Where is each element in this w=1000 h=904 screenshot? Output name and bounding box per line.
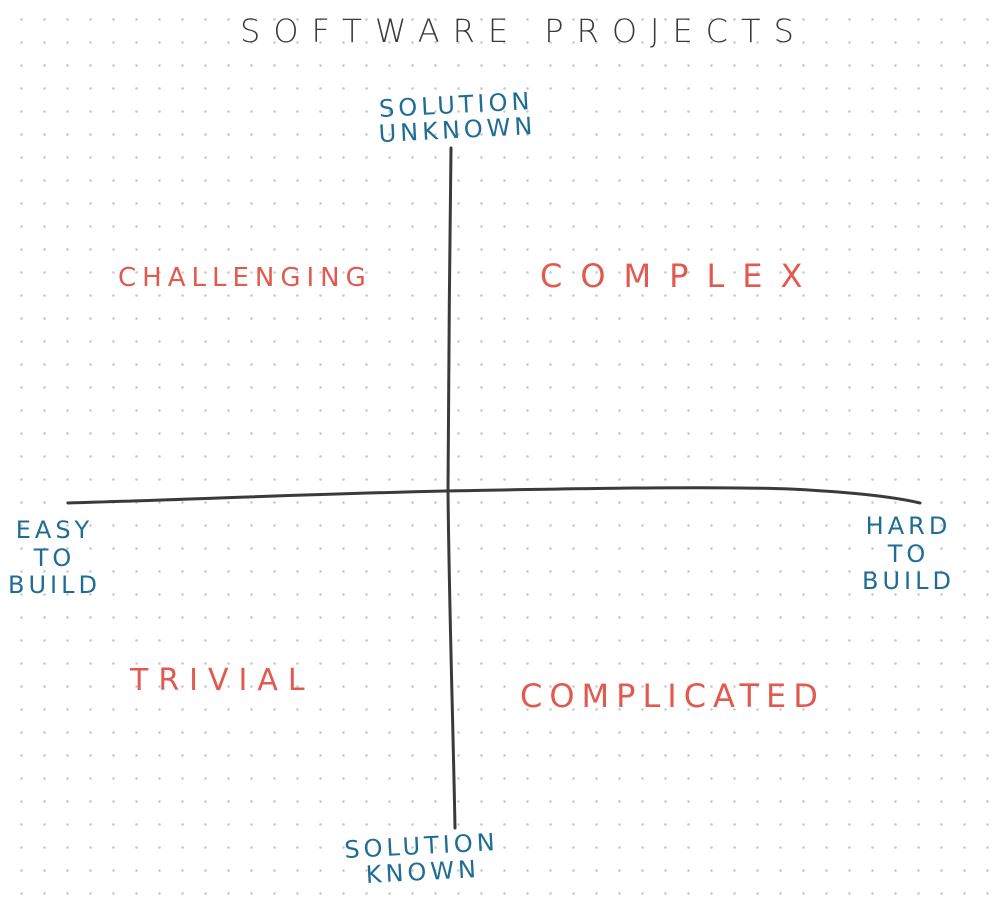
axis-label-left: EASY TO BUILD	[8, 516, 101, 600]
horizontal-axis-line	[66, 486, 922, 505]
quadrant-label-bottom-right: COMPLICATED	[520, 677, 825, 715]
quadrant-label-top-left: CHALLENGING	[118, 263, 372, 293]
axis-label-left-line1: EASY	[15, 516, 94, 544]
axis-label-right-line2: TO	[887, 539, 930, 568]
quadrant-label-bottom-left: TRIVIAL	[130, 663, 315, 698]
axis-label-bottom: SOLUTION KNOWN	[344, 828, 501, 890]
vertical-axis-line	[446, 146, 457, 830]
axis-label-right-line3: BUILD	[862, 567, 955, 596]
diagram-title: SOFTWARE PROJECTS	[240, 12, 807, 50]
axis-label-right: HARD TO BUILD	[862, 512, 955, 596]
axis-label-left-line3: BUILD	[8, 571, 101, 600]
axis-label-left-line2: TO	[33, 543, 76, 572]
quadrant-label-top-right: COMPLEX	[540, 257, 821, 295]
axis-label-right-line1: HARD	[865, 512, 952, 540]
axis-label-top: SOLUTION UNKNOWN	[377, 87, 537, 148]
